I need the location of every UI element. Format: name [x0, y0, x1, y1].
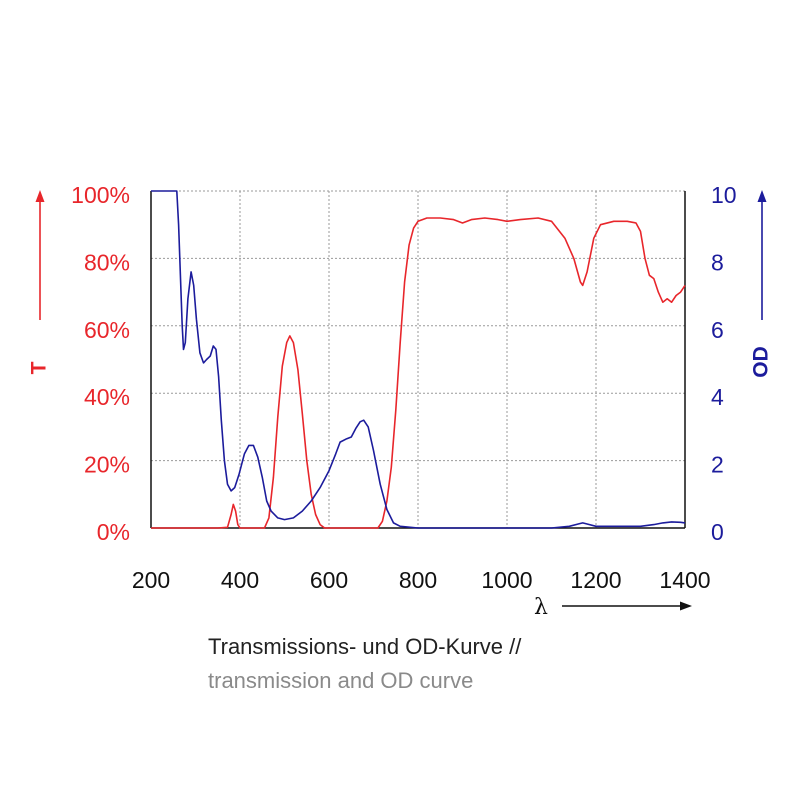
x-tick-label: 200	[132, 567, 170, 593]
x-tick-label: 800	[399, 567, 437, 593]
y-left-tick-label: 0%	[97, 519, 130, 545]
tick-labels: 200 400 600 800 1000 1200 1400 0% 20% 40% 60% 80% 10…	[71, 182, 736, 593]
y-right-tick-label: 2	[711, 452, 724, 478]
x-tick-label: 600	[310, 567, 348, 593]
y-left-tick-label: 20%	[84, 452, 130, 478]
series-od-line	[151, 190, 686, 529]
grid	[151, 190, 685, 528]
y-right-tick-label: 0	[711, 519, 724, 545]
series-t-line	[151, 217, 686, 529]
y-left-tick-label: 60%	[84, 317, 130, 343]
y-right-tick-label: 4	[711, 384, 724, 410]
series-layer	[151, 190, 686, 529]
caption-german: Transmissions- und OD-Kurve //	[208, 634, 522, 659]
x-tick-label: 1200	[570, 567, 621, 593]
x-axis-label: λ	[534, 595, 548, 620]
x-arrow-head	[680, 601, 692, 611]
x-tick-label: 1000	[481, 567, 532, 593]
y-right-tick-label: 10	[711, 182, 737, 208]
y-left-tick-label: 80%	[84, 249, 130, 275]
y-right-arrow-head	[757, 190, 767, 202]
x-tick-label: 1400	[659, 567, 710, 593]
y-right-axis-label: OD	[750, 346, 773, 378]
y-left-axis-label: T	[28, 361, 51, 374]
y-left-tick-label: 100%	[71, 182, 130, 208]
y-left-tick-label: 40%	[84, 384, 130, 410]
y-right-tick-label: 6	[711, 317, 724, 343]
y-left-arrow-head	[35, 190, 45, 202]
y-right-tick-label: 8	[711, 249, 724, 275]
x-tick-label: 400	[221, 567, 259, 593]
caption-english: transmission and OD curve	[208, 668, 474, 693]
